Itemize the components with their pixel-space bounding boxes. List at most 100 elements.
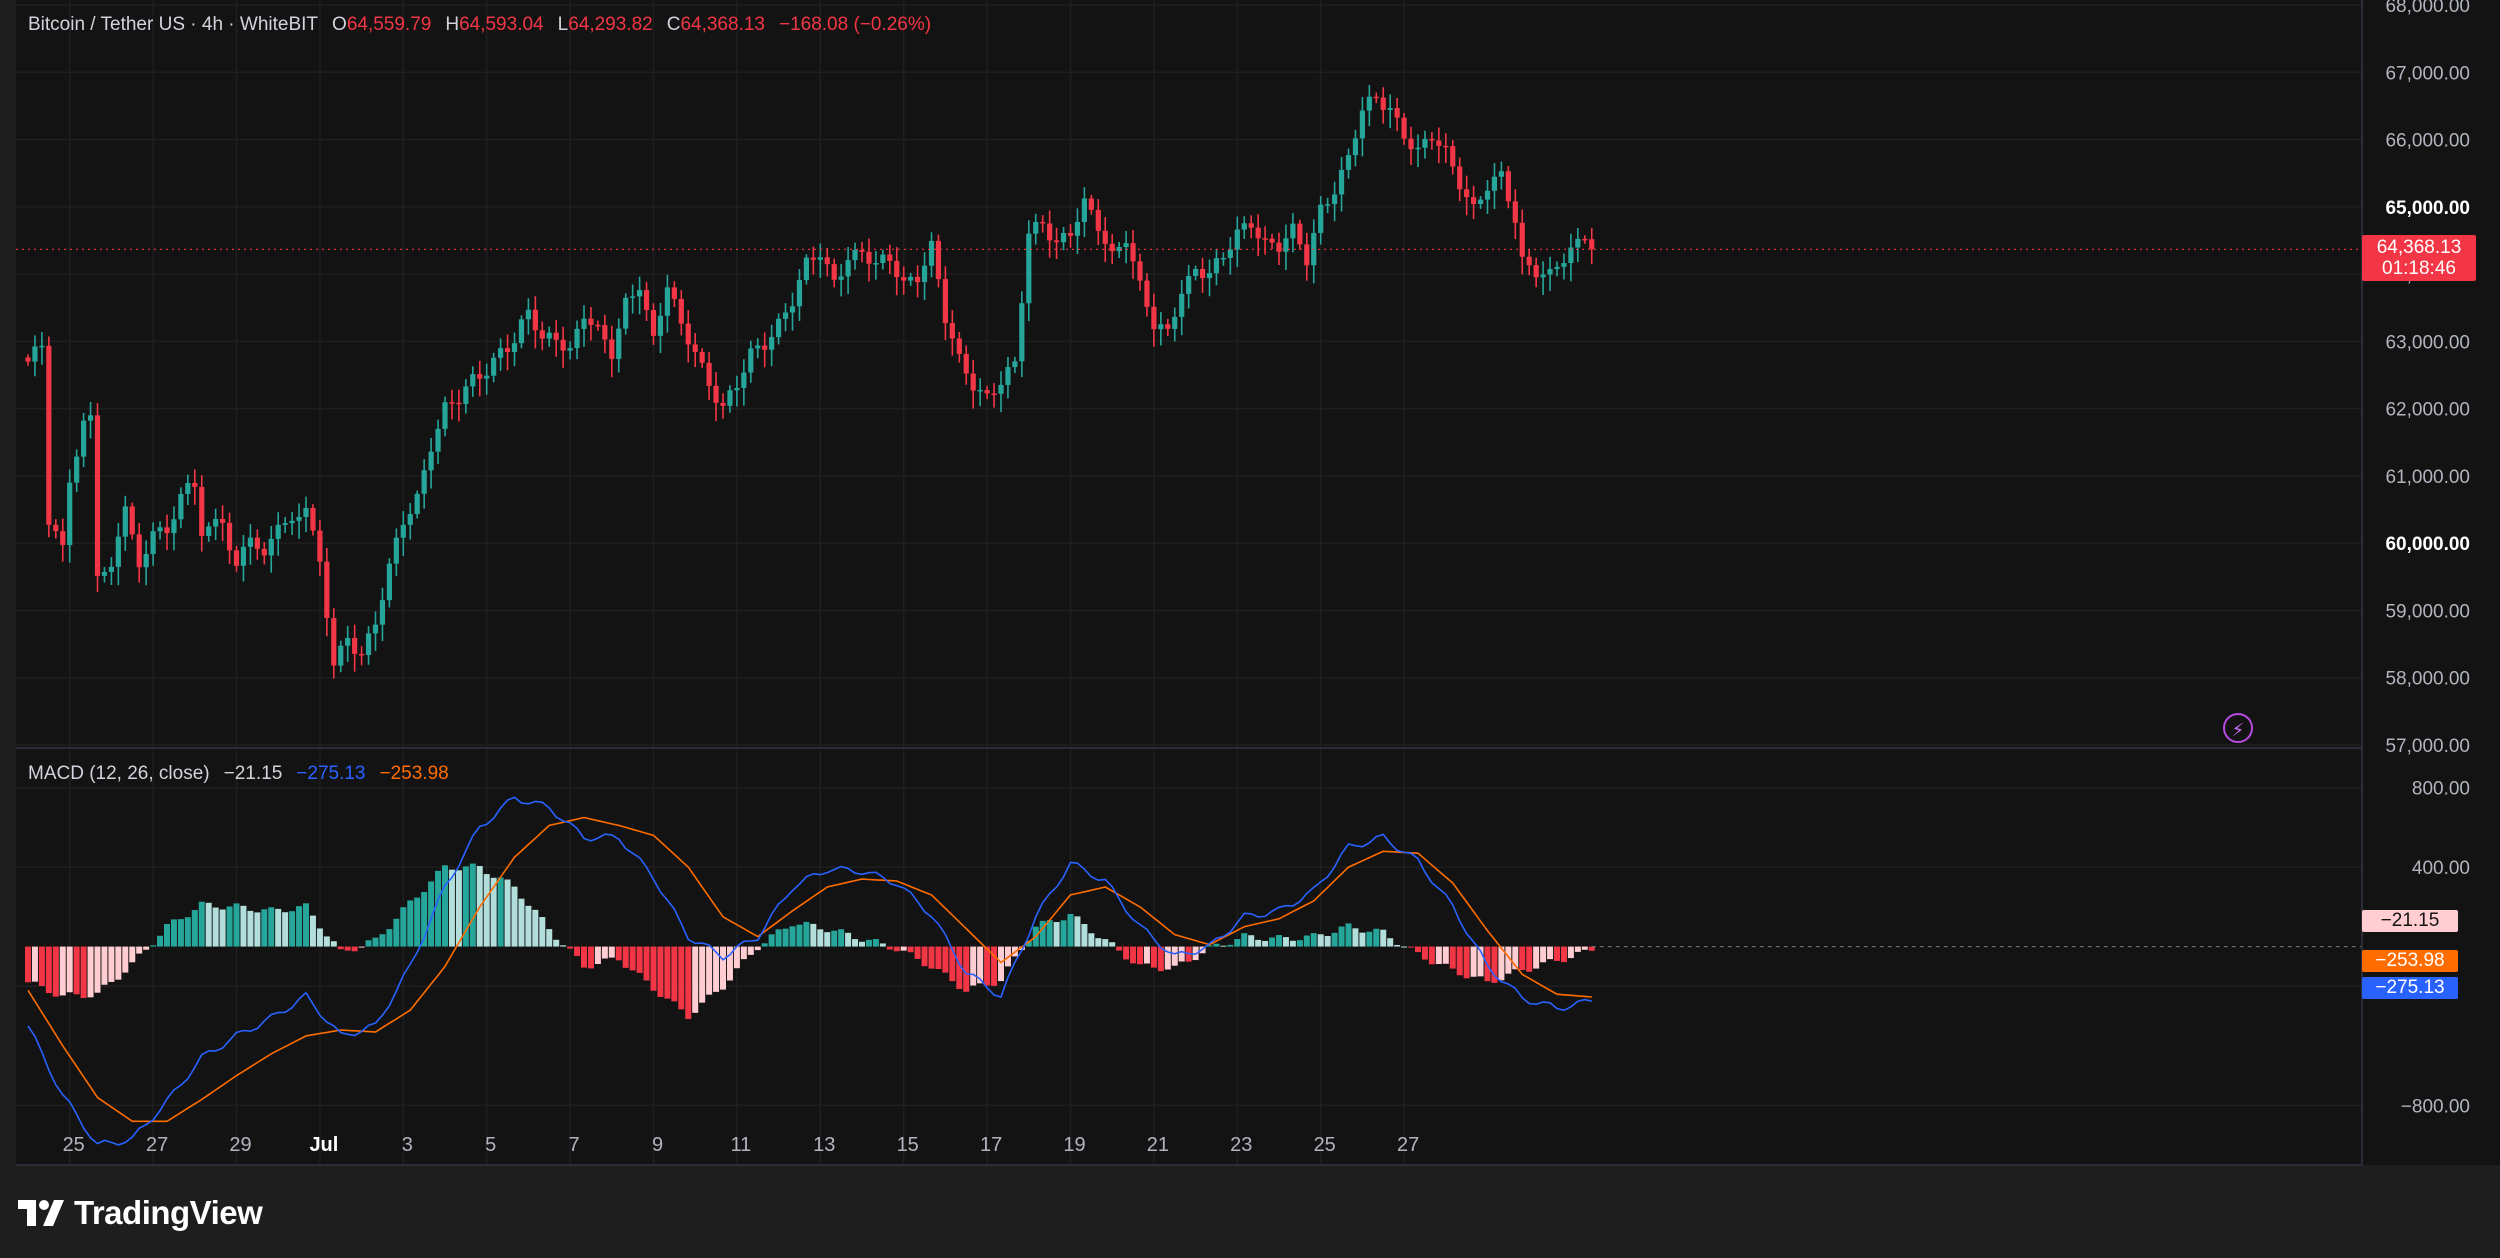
tradingview-logo[interactable]: TradingView xyxy=(18,1194,263,1232)
histogram-bar xyxy=(782,928,789,947)
histogram-bar xyxy=(601,946,608,959)
histogram-bar xyxy=(914,946,921,959)
candle-body xyxy=(748,348,754,373)
histogram-bar xyxy=(1401,946,1408,948)
candle-body xyxy=(1109,243,1115,252)
histogram-bar xyxy=(664,946,671,999)
candle-body xyxy=(365,633,372,656)
candle-body xyxy=(609,339,615,359)
candle-body xyxy=(1102,230,1108,244)
macd-tick-label: −800.00 xyxy=(2401,1096,2470,1117)
histogram-bar xyxy=(351,946,358,952)
macd-legend: MACD (12, 26, close) −21.15 −275.13 −253… xyxy=(28,763,463,785)
macd-title: MACD (12, 26, close) xyxy=(28,763,210,784)
candle-body xyxy=(1269,238,1275,243)
histogram-bar xyxy=(25,946,31,983)
candle-body xyxy=(803,257,809,281)
ohlc-legend: Bitcoin / Tether US · 4h · WhiteBIT O64,… xyxy=(28,14,945,36)
candle-body xyxy=(1248,223,1254,228)
candle-body xyxy=(157,527,163,532)
candle-body xyxy=(421,470,427,494)
histogram-bar xyxy=(198,901,205,947)
candle-body xyxy=(567,348,573,351)
candle-body xyxy=(220,518,226,523)
candle-body xyxy=(303,507,309,518)
candle-body xyxy=(1234,229,1240,250)
candle-body xyxy=(915,276,921,283)
histogram-bar xyxy=(1074,916,1081,947)
histogram-bar xyxy=(407,900,414,947)
candle-body xyxy=(171,519,177,534)
macd-histogram xyxy=(25,863,2362,1020)
histogram-bar xyxy=(1164,946,1171,970)
candle-body xyxy=(1151,306,1157,330)
histogram-bar xyxy=(574,946,581,956)
candle-body xyxy=(956,338,962,354)
histogram-bar xyxy=(594,946,601,965)
lightning-icon[interactable]: ⚡ xyxy=(2223,713,2253,743)
time-tick-label: 7 xyxy=(569,1134,580,1156)
histogram-bar xyxy=(1547,946,1554,960)
candle-body xyxy=(67,482,73,546)
histogram-bar xyxy=(1102,939,1109,947)
histogram-bar xyxy=(1095,938,1102,947)
candle-body xyxy=(1533,265,1539,278)
histogram-bar xyxy=(421,892,428,947)
candle-body xyxy=(637,290,643,297)
candle-body xyxy=(1450,146,1456,167)
candle-body xyxy=(928,240,935,266)
candle-body xyxy=(1060,233,1067,243)
histogram-bar xyxy=(184,917,191,947)
histogram-bar xyxy=(205,902,212,947)
candle-body xyxy=(122,506,128,537)
candle-body xyxy=(1352,138,1359,156)
histogram-bar xyxy=(560,945,567,947)
histogram-bar xyxy=(1157,946,1164,972)
histogram-bar xyxy=(129,946,136,963)
candle-body xyxy=(1116,247,1122,252)
histogram-bar xyxy=(393,918,400,947)
histogram-bar xyxy=(886,946,893,950)
histogram-bar xyxy=(518,898,525,947)
histogram-bar xyxy=(442,865,448,947)
candle-body xyxy=(1589,239,1595,250)
macd-tick-label: 800.00 xyxy=(2412,779,2470,800)
candle-body xyxy=(782,312,789,319)
brand-name: TradingView xyxy=(74,1194,263,1231)
candle-body xyxy=(546,332,552,339)
histogram-bar xyxy=(740,946,747,960)
axis-labels: 68,000.0067,000.0066,000.0065,000.0064,0… xyxy=(63,0,2470,1156)
candle-body xyxy=(491,357,497,376)
histogram-bar xyxy=(1574,946,1581,952)
histogram-bar xyxy=(865,939,872,947)
price-tick-label: 66,000.00 xyxy=(2385,131,2470,152)
histogram-bar xyxy=(803,921,810,947)
candle-body xyxy=(574,328,580,349)
candle-body xyxy=(873,263,879,265)
candle-body xyxy=(74,456,80,483)
candle-body xyxy=(275,524,281,539)
candle-body xyxy=(1213,258,1220,274)
histogram-bar xyxy=(539,917,546,947)
candle-body xyxy=(1206,273,1213,279)
histogram-bar xyxy=(1269,937,1276,947)
histogram-bar xyxy=(949,946,956,982)
histogram-bar xyxy=(1366,931,1373,947)
candle-body xyxy=(477,374,483,379)
candle-body xyxy=(289,520,295,524)
histogram-bar xyxy=(1150,946,1157,968)
candle-body xyxy=(1366,96,1372,111)
histogram-bar xyxy=(1560,946,1567,963)
macd-line xyxy=(27,796,1592,1146)
candle-body xyxy=(581,318,587,329)
candle-body xyxy=(1547,269,1553,275)
candle-body xyxy=(977,389,983,392)
bar-countdown: 01:18:46 xyxy=(2382,258,2456,279)
histogram-bar xyxy=(164,923,170,947)
histogram-bar xyxy=(657,946,664,997)
candle-body xyxy=(755,345,761,349)
candle-body xyxy=(949,323,955,339)
candle-body xyxy=(1408,138,1414,150)
candle-body xyxy=(206,526,212,536)
